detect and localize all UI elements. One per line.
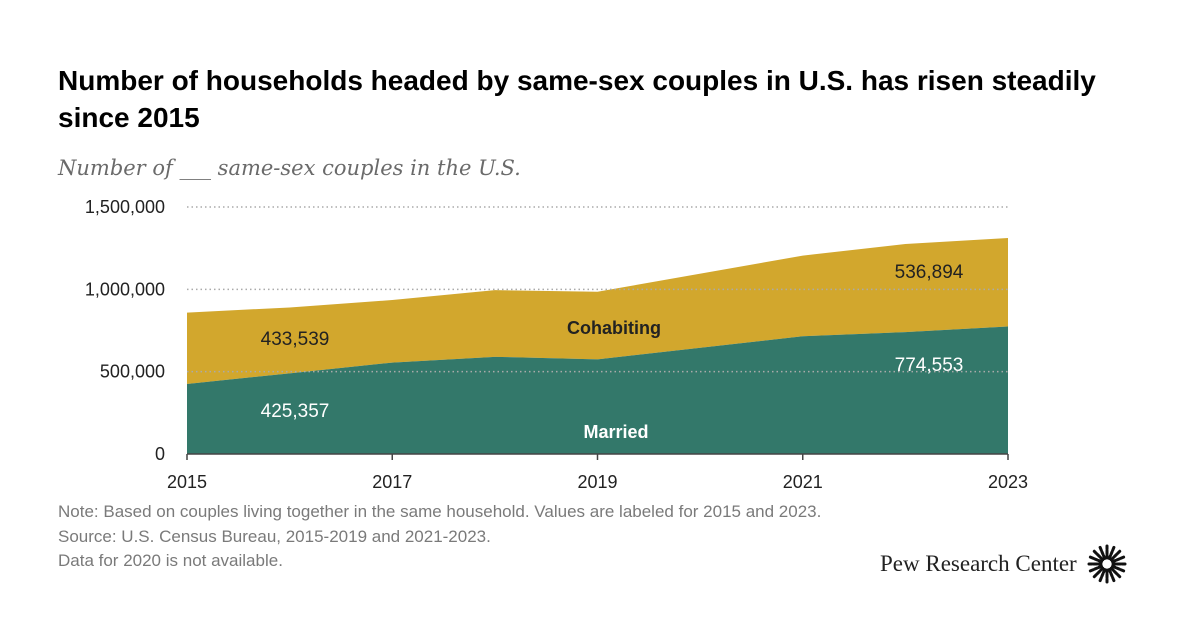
- x-tick-label: 2021: [783, 472, 823, 492]
- logo-ray: [1110, 564, 1125, 573]
- x-tick-label: 2023: [988, 472, 1028, 492]
- y-tick-label: 500,000: [100, 362, 165, 382]
- logo-ray: [1088, 555, 1103, 564]
- x-tick-label: 2017: [372, 472, 412, 492]
- logo-ray: [1107, 545, 1116, 560]
- brand-name: Pew Research Center: [880, 551, 1077, 576]
- chart-subtitle: Number of ___ same-sex couples in the U.…: [58, 156, 521, 180]
- logo-ray: [1107, 568, 1116, 583]
- value-label-married-2023: 774,553: [895, 355, 964, 376]
- married-area: [187, 326, 1008, 454]
- y-tick-label: 1,500,000: [85, 197, 165, 217]
- series-label-cohabiting: Cohabiting: [567, 318, 661, 338]
- chart-title: Number of households headed by same-sex …: [58, 65, 1096, 133]
- series-label-married: Married: [583, 422, 648, 442]
- logo-ray: [1098, 545, 1106, 560]
- logo-ray: [1088, 564, 1103, 573]
- brand-logo-block: Pew Research Center: [880, 544, 1127, 584]
- logo-ray: [1109, 549, 1121, 562]
- cohabiting-area: [187, 238, 1008, 384]
- value-label-cohabiting-2023: 536,894: [895, 262, 964, 283]
- y-tick-label: 0: [155, 444, 165, 464]
- logo-ray: [1109, 566, 1121, 579]
- logo-ray: [1098, 568, 1106, 583]
- chart-notes: Note: Based on couples living together i…: [58, 500, 821, 574]
- logo-ray: [1092, 566, 1104, 579]
- source-text: Source: U.S. Census Bureau, 2015-2019 an…: [58, 526, 491, 546]
- y-tick-label: 1,000,000: [85, 279, 165, 299]
- logo-ray: [1092, 549, 1104, 562]
- value-label-married-2015: 425,357: [261, 401, 330, 422]
- logo-ray: [1110, 555, 1125, 564]
- x-tick-label: 2015: [167, 472, 207, 492]
- note-text: Note: Based on couples living together i…: [58, 502, 822, 521]
- pew-sunburst-icon: [1087, 544, 1127, 584]
- data-availability-note: Data for 2020 is not available.: [58, 551, 283, 570]
- value-label-cohabiting-2015: 433,539: [261, 329, 330, 350]
- x-tick-label: 2019: [577, 472, 617, 492]
